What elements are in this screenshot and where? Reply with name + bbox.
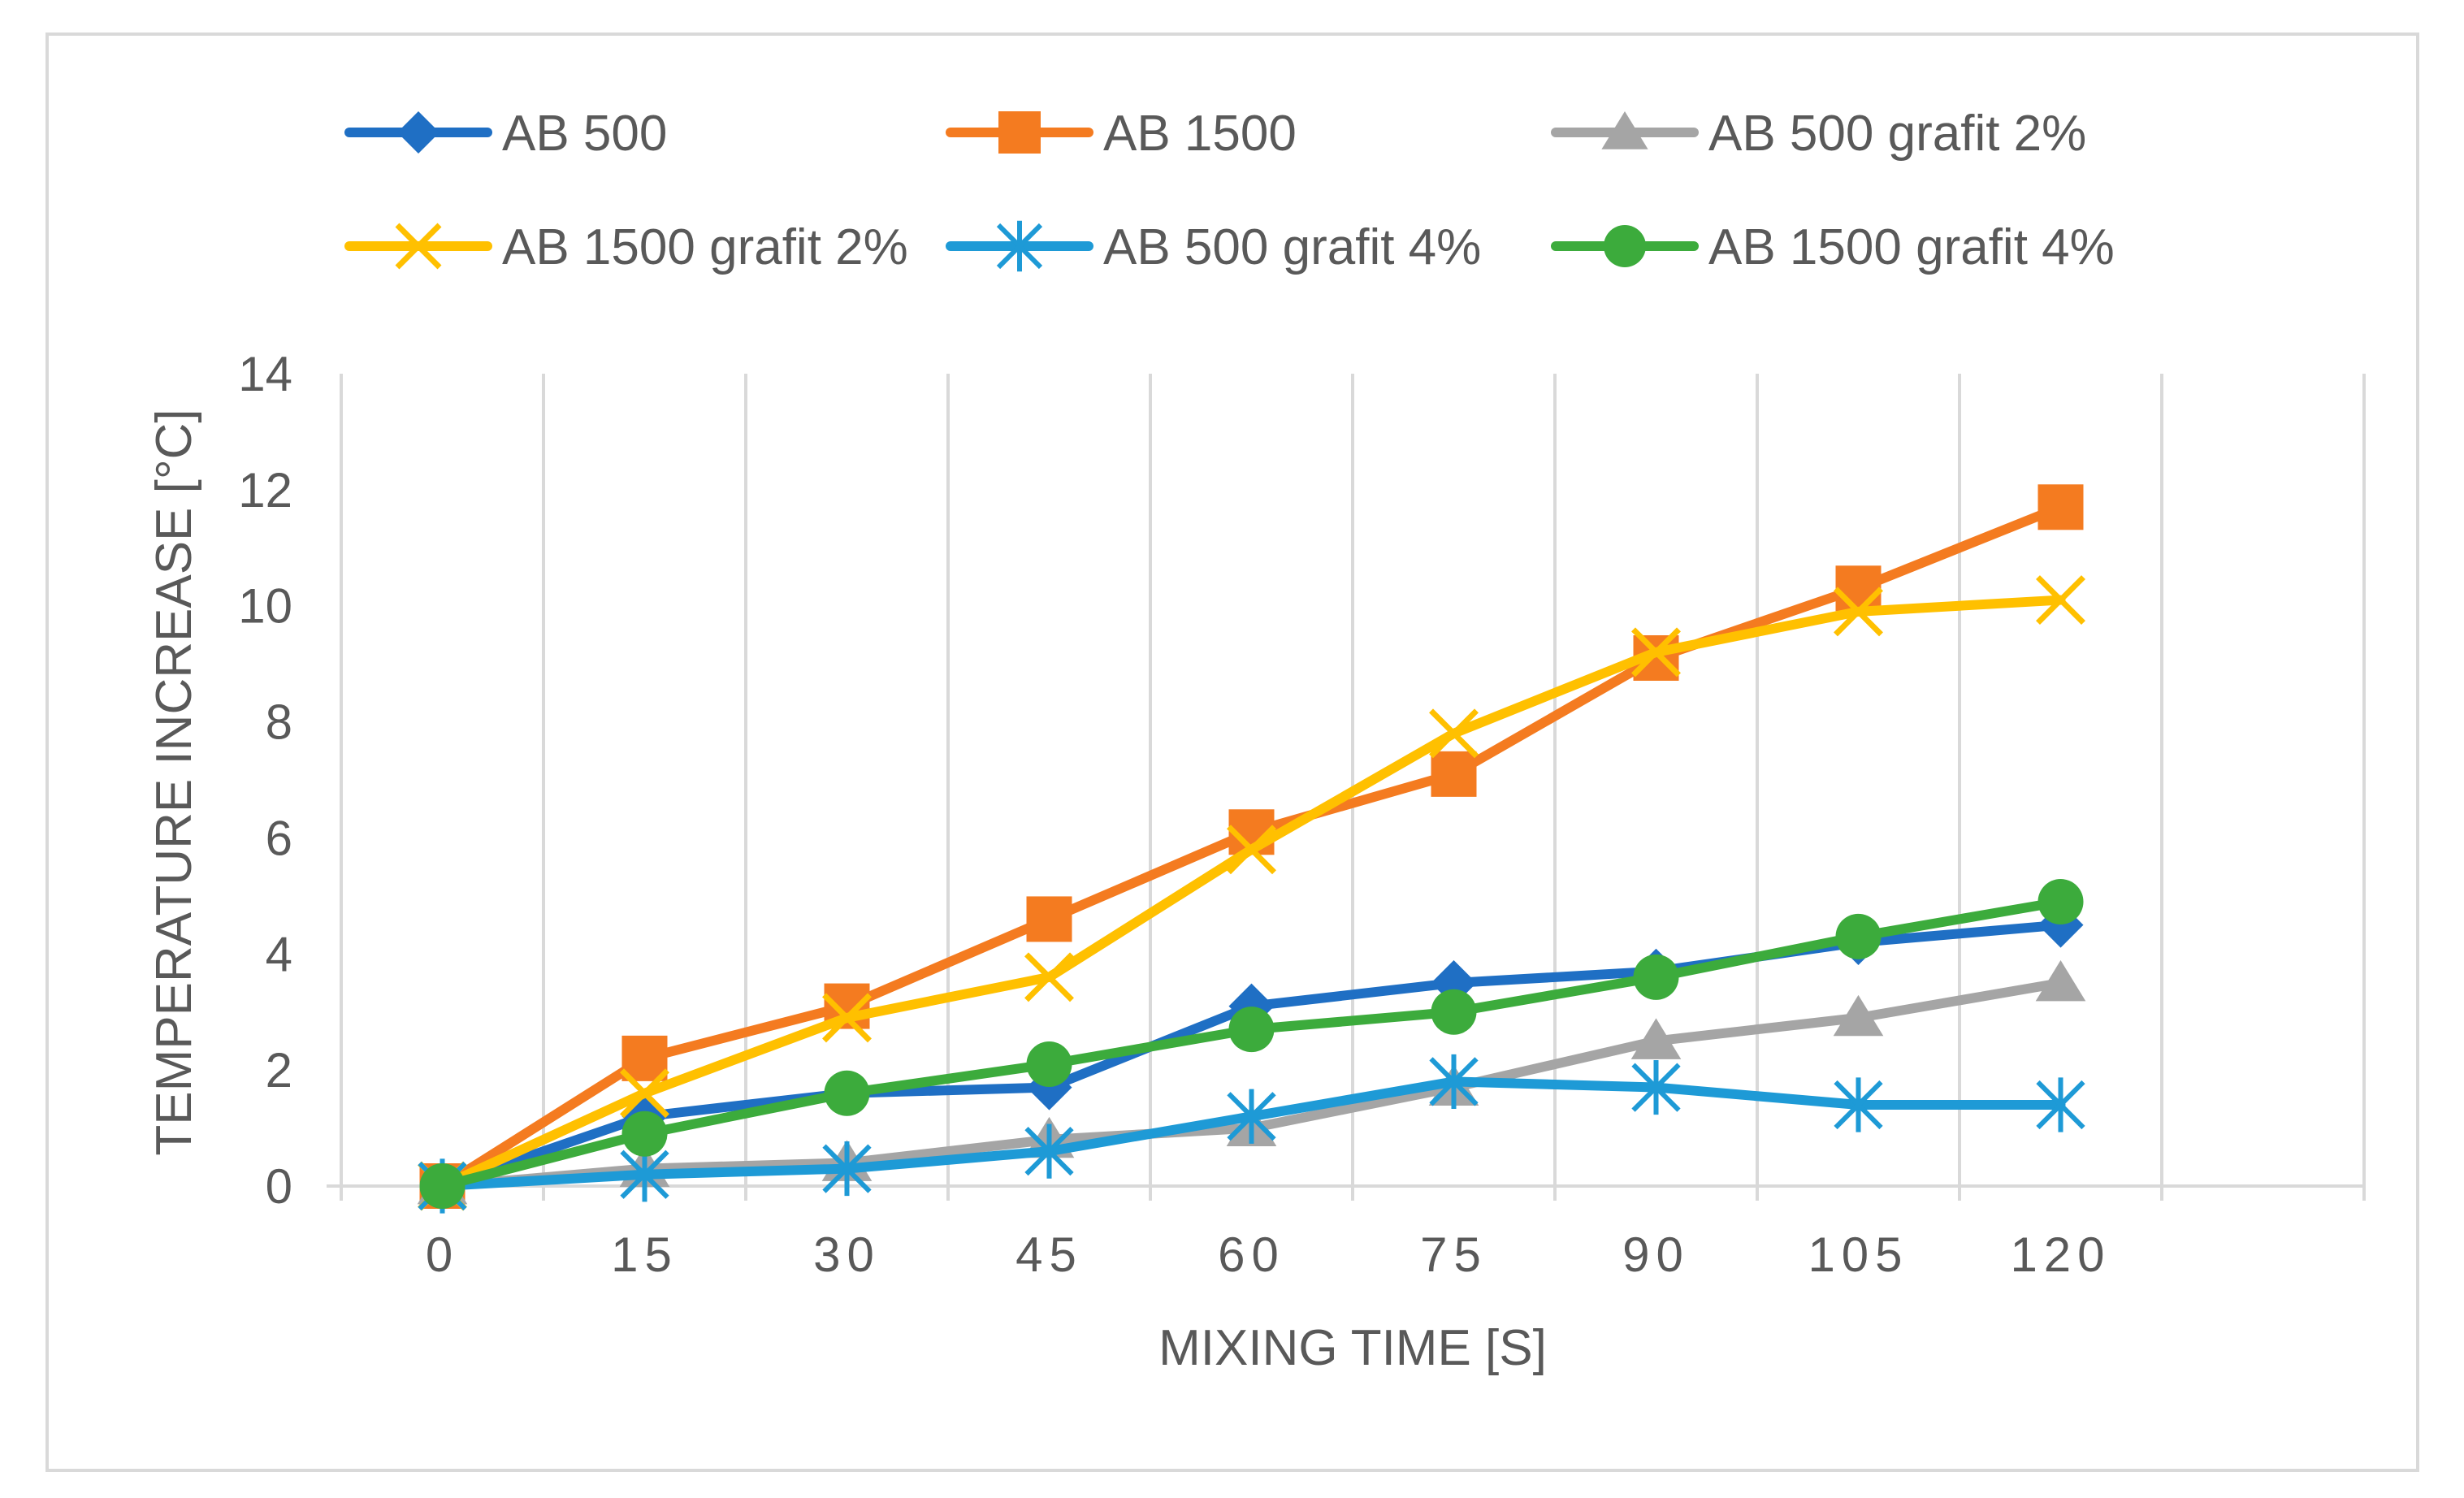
data-point-marker xyxy=(2036,1077,2085,1132)
data-point-marker xyxy=(621,1111,668,1157)
data-point-marker xyxy=(2035,960,2086,1002)
data-point-marker xyxy=(1834,1077,1883,1132)
y-tick-label: 10 xyxy=(238,579,292,634)
x-tick-label: 30 xyxy=(813,1227,881,1282)
data-point-marker xyxy=(1833,994,1884,1037)
data-point-marker xyxy=(1431,989,1477,1035)
data-point-marker xyxy=(1227,1089,1276,1144)
data-point-marker xyxy=(1429,708,1479,759)
y-tick-label: 2 xyxy=(266,1043,292,1098)
data-point-marker xyxy=(824,1070,870,1116)
data-point-marker xyxy=(822,993,872,1043)
series-ab-1500-grafit-4- xyxy=(419,879,2084,1209)
data-point-marker xyxy=(822,1141,872,1197)
data-point-marker xyxy=(996,220,1043,272)
data-point-marker xyxy=(397,111,440,154)
legend: AB 500 AB 1500 AB 500 grafit 2% AB 1500 gra… xyxy=(344,106,2115,275)
series-group xyxy=(417,484,2086,1214)
data-point-marker xyxy=(1630,1018,1682,1059)
x-tick-label: 75 xyxy=(1420,1227,1487,1282)
marker-stroke xyxy=(620,1068,669,1119)
y-tick-label: 14 xyxy=(238,347,292,401)
x-tick-label: 15 xyxy=(611,1227,678,1282)
marker-stroke xyxy=(1834,587,1883,637)
marker-stroke xyxy=(1429,708,1479,759)
data-point-marker xyxy=(1631,1059,1681,1115)
legend-item: AB 500 grafit 4% xyxy=(946,219,1481,275)
data-point-marker xyxy=(1026,1041,1072,1087)
x-tick-label: 45 xyxy=(1015,1227,1083,1282)
data-point-marker xyxy=(395,223,442,270)
data-point-marker xyxy=(1228,1007,1275,1053)
data-point-marker xyxy=(998,111,1041,154)
legend-label: AB 1500 grafit 2% xyxy=(502,219,908,275)
y-tick-label: 8 xyxy=(266,695,292,750)
x-tick-label: 105 xyxy=(1808,1227,1908,1282)
y-tick-label: 12 xyxy=(238,463,292,517)
data-point-marker xyxy=(1601,111,1648,149)
chart-frame xyxy=(45,32,2419,1472)
legend-item: AB 1500 grafit 2% xyxy=(344,219,908,275)
legend-label: AB 500 xyxy=(502,106,667,162)
marker-stroke xyxy=(822,993,872,1043)
x-axis-title: MIXING TIME [S] xyxy=(1158,1320,1547,1376)
data-point-marker xyxy=(1227,825,1276,875)
legend-label: AB 1500 grafit 4% xyxy=(1708,219,2115,275)
data-point-marker xyxy=(1604,225,1646,267)
data-point-marker xyxy=(1631,627,1681,678)
x-tick-label: 120 xyxy=(2010,1227,2111,1282)
x-tick-label: 90 xyxy=(1622,1227,1690,1282)
legend-label: AB 1500 xyxy=(1103,106,1297,162)
data-point-marker xyxy=(620,1068,669,1119)
legend-item: AB 1500 xyxy=(946,106,1297,162)
y-tick-label: 4 xyxy=(266,927,292,981)
data-point-marker xyxy=(1835,565,1882,612)
legend-label: AB 500 grafit 2% xyxy=(1708,106,2086,162)
data-point-marker xyxy=(2037,484,2084,530)
data-point-marker xyxy=(1633,954,1679,1000)
marker-stroke xyxy=(2036,575,2085,626)
data-point-marker xyxy=(1835,913,1882,959)
legend-item: AB 1500 grafit 4% xyxy=(1551,219,2115,275)
data-point-marker xyxy=(621,1035,668,1081)
x-tick-label: 60 xyxy=(1218,1227,1285,1282)
data-point-marker xyxy=(1026,896,1072,942)
y-tick-label: 0 xyxy=(266,1159,292,1214)
tick-labels: 0 2 4 6 8 10 12 14 0 15 30 45 60 75 90 105 120 xyxy=(238,347,2111,1282)
data-point-marker xyxy=(1024,1124,1074,1179)
marker-stroke xyxy=(1227,825,1276,875)
data-point-marker xyxy=(1834,587,1883,637)
data-point-marker xyxy=(419,1163,466,1209)
data-point-marker xyxy=(2037,879,2084,924)
data-point-marker xyxy=(2036,575,2085,626)
data-point-marker xyxy=(1024,952,1074,1002)
legend-item: AB 500 grafit 2% xyxy=(1551,106,2086,162)
y-axis-title: TEMPERATURE INCREASE [°C] xyxy=(146,409,202,1155)
x-tick-label: 0 xyxy=(426,1227,459,1282)
legend-label: AB 500 grafit 4% xyxy=(1103,219,1481,275)
marker-stroke xyxy=(395,223,442,270)
data-point-marker xyxy=(1429,1054,1479,1110)
y-tick-label: 6 xyxy=(266,811,292,865)
marker-stroke xyxy=(1024,952,1074,1002)
marker-stroke xyxy=(1631,627,1681,678)
data-point-marker xyxy=(1431,751,1477,797)
legend-item: AB 500 xyxy=(344,106,667,162)
